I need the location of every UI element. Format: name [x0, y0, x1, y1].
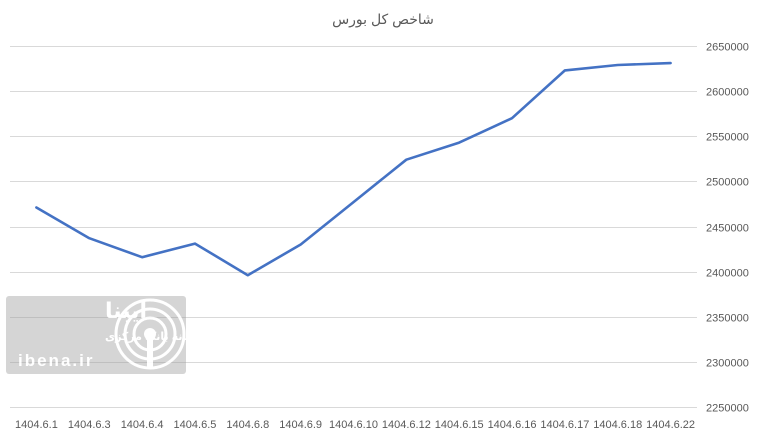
- x-tick-label: 1404.6.16: [488, 419, 537, 431]
- x-tick-label: 1404.6.15: [435, 419, 484, 431]
- y-tick-label: 2250000: [706, 403, 749, 415]
- series-layer: [35, 61, 672, 277]
- series-line: [35, 61, 672, 277]
- x-tick-label: 1404.6.12: [382, 419, 431, 431]
- watermark-logo: ایبنا رسانه بانک مرکزی ibena.ir: [6, 296, 204, 374]
- x-tick-label: 1404.6.9: [279, 419, 322, 431]
- watermark-brand: ایبنا: [105, 298, 147, 323]
- x-tick-label: 1404.6.22: [646, 419, 695, 431]
- x-tick-label: 1404.6.10: [329, 419, 378, 431]
- y-tick-label: 2450000: [706, 223, 749, 235]
- watermark-subtitle: رسانه بانک مرکزی: [105, 331, 204, 343]
- y-axis-ticks: 2250000 2300000 2350000 2400000 2450000 25000…: [706, 42, 749, 415]
- x-tick-label: 1404.6.8: [226, 419, 269, 431]
- x-tick-label: 1404.6.1: [15, 419, 58, 431]
- y-tick-label: 2550000: [706, 132, 749, 144]
- x-tick-label: 1404.6.17: [540, 419, 589, 431]
- watermark-url: ibena.ir: [18, 351, 94, 370]
- chart-title: شاخص کل بورس: [332, 11, 434, 28]
- y-tick-label: 2350000: [706, 313, 749, 325]
- x-tick-label: 1404.6.3: [68, 419, 111, 431]
- y-tick-label: 2300000: [706, 358, 749, 370]
- y-tick-label: 2400000: [706, 268, 749, 280]
- gridlines: [10, 46, 697, 408]
- watermark-background: [6, 296, 186, 374]
- y-tick-label: 2500000: [706, 177, 749, 189]
- x-tick-label: 1404.6.4: [121, 419, 164, 431]
- x-tick-label: 1404.6.18: [593, 419, 642, 431]
- y-tick-label: 2650000: [706, 42, 749, 54]
- signal-broadcast-icon: [114, 298, 186, 370]
- x-axis-ticks: 1404.6.1 1404.6.3 1404.6.4 1404.6.5 1404.6.8…: [15, 419, 695, 431]
- y-tick-label: 2600000: [706, 87, 749, 99]
- x-tick-label: 1404.6.5: [174, 419, 217, 431]
